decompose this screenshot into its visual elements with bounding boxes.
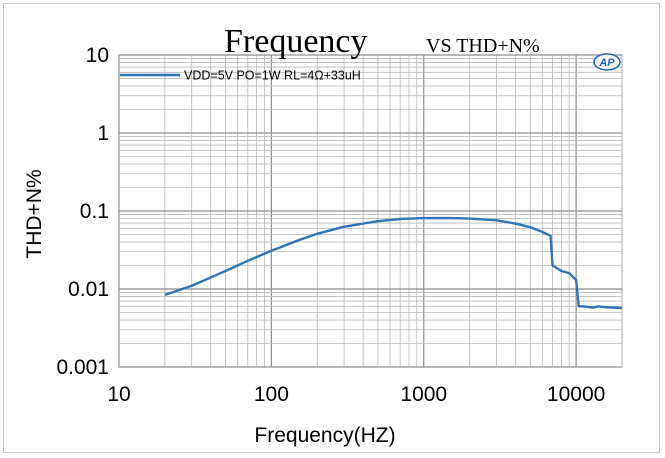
- chart-title: Frequency: [224, 23, 368, 60]
- y-tick-label: 0.1: [80, 200, 109, 223]
- x-tick-label: 10: [107, 383, 130, 406]
- y-tick-label: 1: [97, 122, 109, 145]
- chart-frame: 0.001 0.01 0.1 1 10 10 100 1000 10000 Frequency …: [3, 3, 660, 453]
- y-tick-label: 0.01: [68, 278, 109, 301]
- grid: [118, 54, 623, 368]
- y-tick-label: 10: [86, 44, 109, 67]
- x-tick-label: 1000: [400, 383, 447, 406]
- legend: VDD=5V PO=1W RL=4Ω+33uH: [120, 69, 361, 83]
- ap-logo-icon: [593, 53, 621, 71]
- chart-title-suffix: VS THD+N%: [426, 35, 540, 57]
- series-line: [164, 216, 623, 310]
- tick-labels: 0.001 0.01 0.1 1 10 10 100 1000 10000: [56, 44, 605, 406]
- y-axis-title: THD+N%: [23, 169, 46, 258]
- x-tick-label: 100: [254, 383, 289, 406]
- legend-label: VDD=5V PO=1W RL=4Ω+33uH: [184, 69, 361, 83]
- x-axis-title: Frequency(HZ): [254, 424, 395, 447]
- ap-logo: AP: [593, 53, 621, 71]
- plot-area: [164, 216, 623, 310]
- y-tick-label: 0.001: [56, 356, 109, 379]
- ap-logo-text: AP: [598, 57, 615, 69]
- x-tick-label: 10000: [547, 383, 605, 406]
